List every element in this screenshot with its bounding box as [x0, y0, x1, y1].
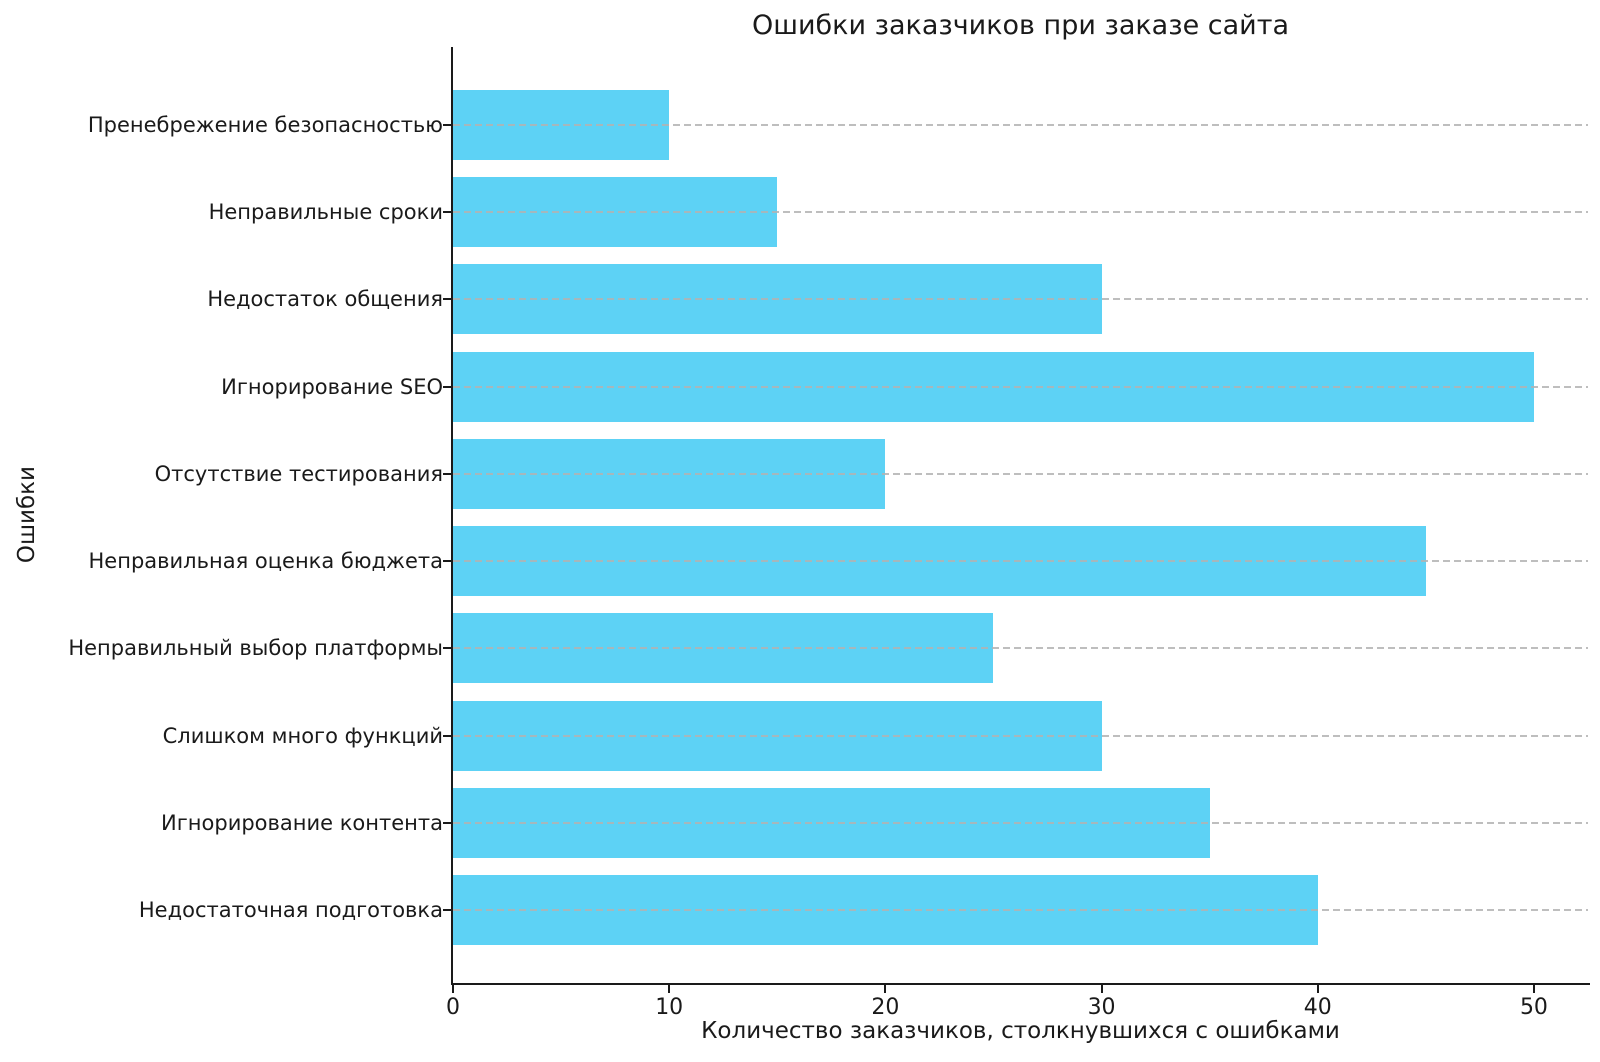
x-tick-mark [668, 985, 671, 993]
gridline [453, 385, 1588, 388]
x-tick-label: 50 [1519, 995, 1548, 1020]
bar-row: Неправильные сроки [209, 168, 1588, 255]
y-tick-label: Игнорирование SEO [221, 374, 443, 399]
bar-row: Слишком много функций [163, 692, 1588, 779]
y-tick-label: Пренебрежение безопасностью [87, 112, 443, 137]
x-tick-mark [1532, 985, 1535, 993]
y-tick-label: Неправильные сроки [208, 199, 443, 224]
gridline [453, 472, 1588, 475]
bar-row: Пренебрежение безопасностью [88, 81, 1588, 168]
x-tick-mark [1316, 985, 1319, 993]
y-tick-label: Неправильный выбор платформы [68, 636, 443, 661]
gridline [453, 734, 1588, 737]
y-tick-mark [443, 210, 451, 213]
y-axis-spine [451, 47, 453, 985]
x-tick-mark [1100, 985, 1103, 993]
bar-row: Игнорирование контента [161, 779, 1588, 866]
bar-row: Недостаточная подготовка [139, 867, 1588, 954]
y-tick-mark [443, 734, 451, 737]
y-tick-mark [443, 909, 451, 912]
gridline [453, 560, 1588, 563]
chart-title: Ошибки заказчиков при заказе сайта [752, 10, 1289, 41]
x-axis-title: Количество заказчиков, столкнувшихся с о… [701, 1018, 1340, 1044]
x-tick-label: 10 [655, 995, 684, 1020]
gridline [453, 298, 1588, 301]
y-tick-mark [443, 647, 451, 650]
y-tick-mark [443, 123, 451, 126]
y-tick-mark [443, 385, 451, 388]
x-tick-label: 40 [1303, 995, 1332, 1020]
x-tick-label: 30 [1087, 995, 1116, 1020]
y-tick-label: Отсутствие тестирования [154, 461, 443, 486]
y-tick-label: Недостаток общения [207, 287, 443, 312]
x-axis: 0 10 20 30 40 50 [446, 985, 1588, 1025]
y-axis-title-container: Ошибки [6, 47, 48, 983]
x-tick-label: 20 [871, 995, 900, 1020]
bar-row: Неправильный выбор платформы [68, 605, 1588, 692]
y-tick-mark [443, 560, 451, 563]
bar-row: Неправильная оценка бюджета [89, 517, 1588, 604]
gridline [453, 647, 1588, 650]
gridline [453, 123, 1588, 126]
bar-row: Отсутствие тестирования [155, 430, 1588, 517]
gridline [453, 909, 1588, 912]
gridline [453, 210, 1588, 213]
x-tick-label: 0 [446, 995, 460, 1020]
plot-area: Пренебрежение безопасностью Неправильные … [68, 47, 1588, 983]
bar-row: Игнорирование SEO [221, 343, 1588, 430]
y-tick-mark [443, 298, 451, 301]
y-tick-label: Неправильная оценка бюджета [88, 549, 443, 574]
y-tick-label: Слишком много функций [162, 723, 443, 748]
y-tick-label: Недостаточная подготовка [138, 898, 443, 923]
y-tick-label: Игнорирование контента [161, 811, 443, 836]
x-tick-mark [884, 985, 887, 993]
x-axis-spine [451, 983, 1590, 985]
x-tick-mark [452, 985, 454, 993]
gridline [453, 822, 1588, 825]
y-axis-title: Ошибки [14, 466, 40, 564]
y-tick-mark [443, 822, 451, 825]
bar-row: Недостаток общения [207, 256, 1588, 343]
y-tick-mark [443, 472, 451, 475]
